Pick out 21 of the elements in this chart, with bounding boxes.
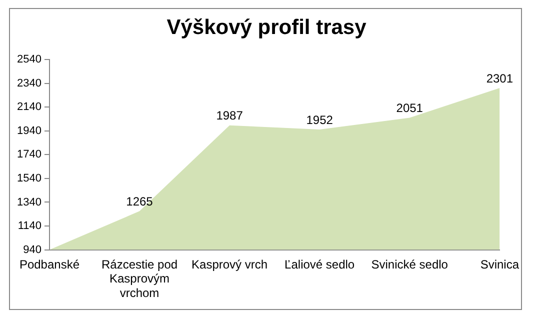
chart-title: Výškový profil trasy bbox=[166, 16, 368, 40]
data-label: 1987 bbox=[216, 108, 244, 123]
x-tick-label: Svinické sedlo bbox=[371, 257, 448, 272]
y-tick-label: 2340 bbox=[16, 77, 42, 90]
x-tick-label: Rázcestie pod Kasprovým vrchom bbox=[101, 257, 178, 300]
y-tick-label: 2540 bbox=[16, 54, 42, 66]
y-tick-label: 1140 bbox=[18, 220, 42, 232]
x-tick-label: Podbanské bbox=[19, 257, 80, 272]
y-tick-label: 1740 bbox=[16, 148, 42, 161]
data-label: 2051 bbox=[396, 101, 424, 116]
y-tick-label: 1340 bbox=[16, 196, 42, 208]
x-tick-label: Kasprový vrch bbox=[192, 257, 268, 272]
x-tick-label: Svinica bbox=[480, 257, 520, 272]
x-tick-label: Ľaliové sedlo bbox=[284, 257, 355, 272]
data-label: 1265 bbox=[126, 194, 154, 208]
y-tick-label: 1940 bbox=[16, 124, 42, 137]
y-tick-label: 1540 bbox=[16, 172, 42, 185]
data-label: 2301 bbox=[486, 71, 514, 86]
data-label: 1952 bbox=[306, 112, 334, 127]
y-tick-label: 940 bbox=[23, 244, 42, 256]
y-tick-label: 2140 bbox=[16, 101, 42, 114]
